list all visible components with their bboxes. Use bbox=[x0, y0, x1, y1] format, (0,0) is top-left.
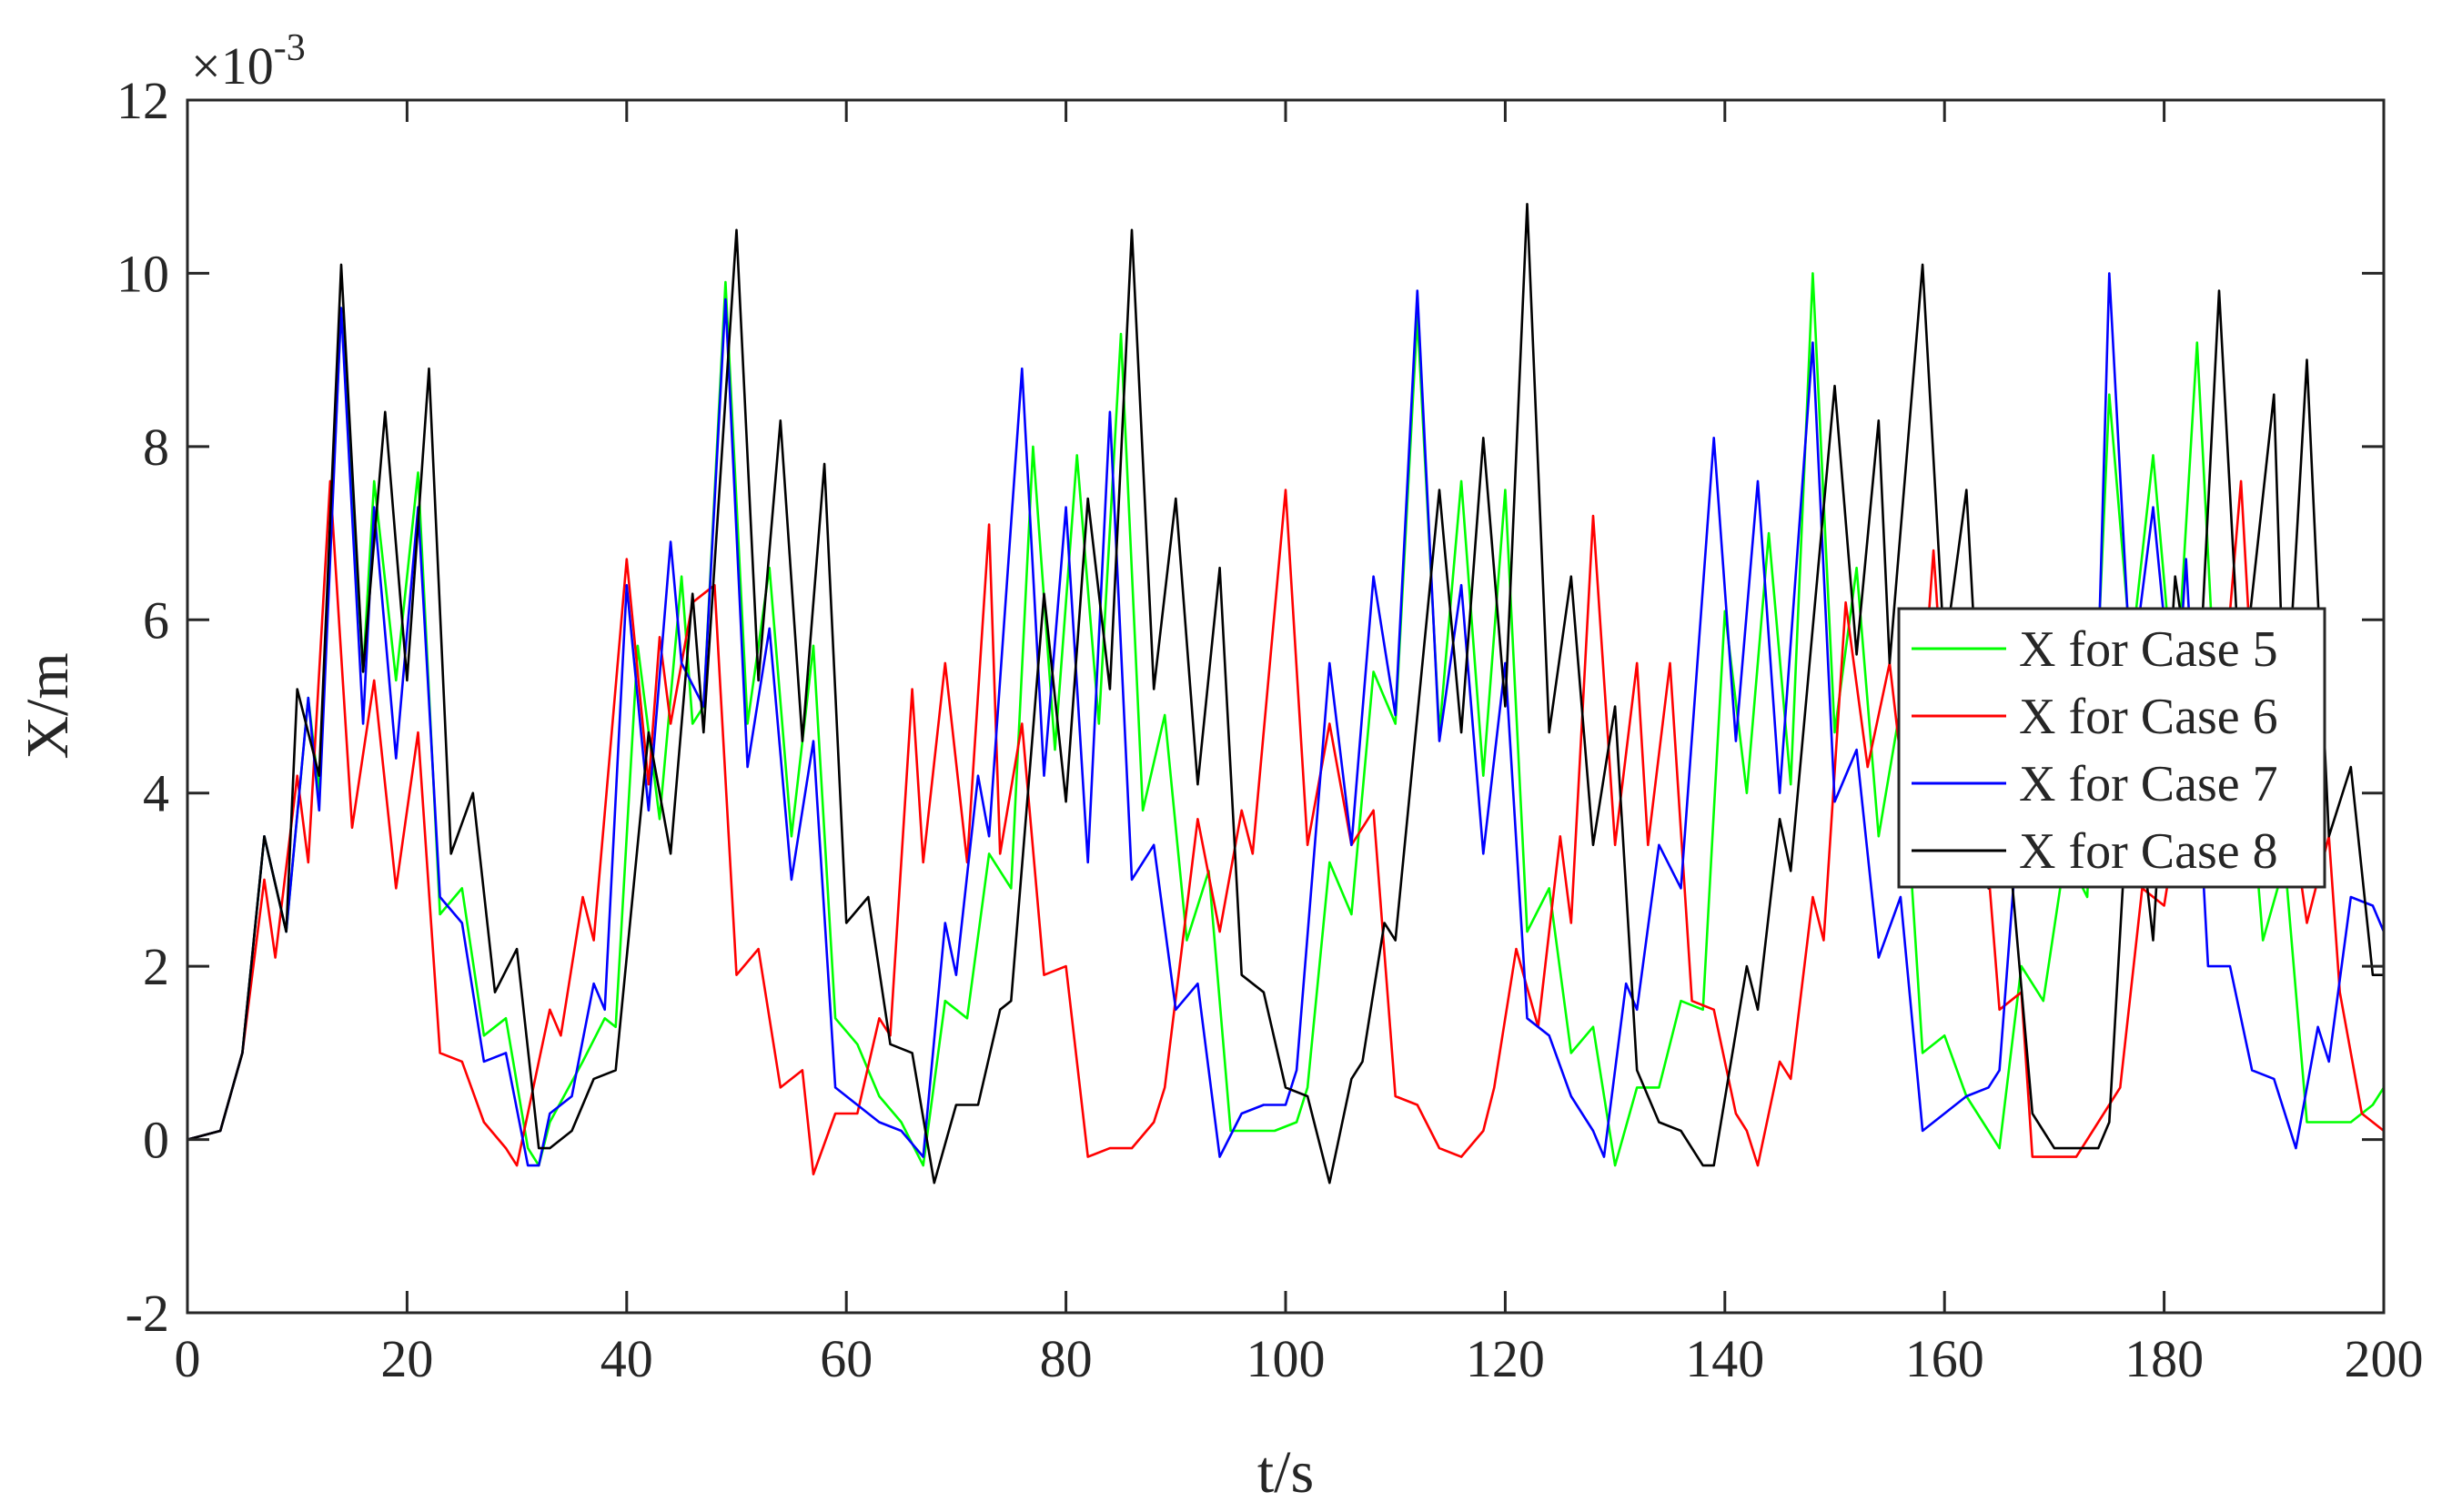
x-tick-label: 200 bbox=[2345, 1329, 2424, 1388]
x-tick-label: 20 bbox=[380, 1329, 433, 1388]
legend-entries: X for Case 5 X for Case 6 X for Case 7 X fo… bbox=[1912, 621, 2278, 880]
x-tick-label: 60 bbox=[820, 1329, 873, 1388]
y-tick-label: 4 bbox=[143, 764, 169, 823]
y-tick-label: 0 bbox=[143, 1111, 169, 1170]
y-multiplier-exponent: -3 bbox=[274, 27, 306, 69]
x-tick-label: 0 bbox=[175, 1329, 201, 1388]
x-tick-label: 100 bbox=[1246, 1329, 1326, 1388]
x-tick-label: 80 bbox=[1040, 1329, 1093, 1388]
x-tick-label: 160 bbox=[1905, 1329, 1984, 1388]
legend-label: X for Case 8 bbox=[2019, 823, 2278, 880]
legend: X for Case 5 X for Case 6 X for Case 7 X fo… bbox=[1897, 607, 2326, 889]
legend-label: X for Case 5 bbox=[2019, 621, 2278, 678]
series-line-case-8 bbox=[186, 203, 2386, 1184]
legend-label: X for Case 6 bbox=[2019, 689, 2278, 745]
legend-label: X for Case 7 bbox=[2019, 756, 2278, 812]
x-axis-label: t/s bbox=[1257, 1439, 1314, 1506]
y-tick-label: 6 bbox=[143, 590, 169, 650]
y-multiplier-label: ×10-3 bbox=[191, 27, 306, 96]
x-tick-label: 120 bbox=[1466, 1329, 1545, 1388]
y-tick-label: 12 bbox=[116, 71, 169, 130]
x-tick-label: 180 bbox=[2124, 1329, 2204, 1388]
y-tick-label: 8 bbox=[143, 418, 169, 477]
x-tick-label: 40 bbox=[600, 1329, 653, 1388]
y-tick-label: -2 bbox=[126, 1284, 169, 1343]
series-line-case-6 bbox=[186, 479, 2386, 1175]
y-axis-label: X/m bbox=[15, 652, 81, 759]
legend-box bbox=[1897, 607, 2326, 889]
x-tick-label: 140 bbox=[1685, 1329, 1764, 1388]
y-tick-label: 2 bbox=[143, 937, 169, 996]
y-tick-label: 10 bbox=[116, 244, 169, 303]
